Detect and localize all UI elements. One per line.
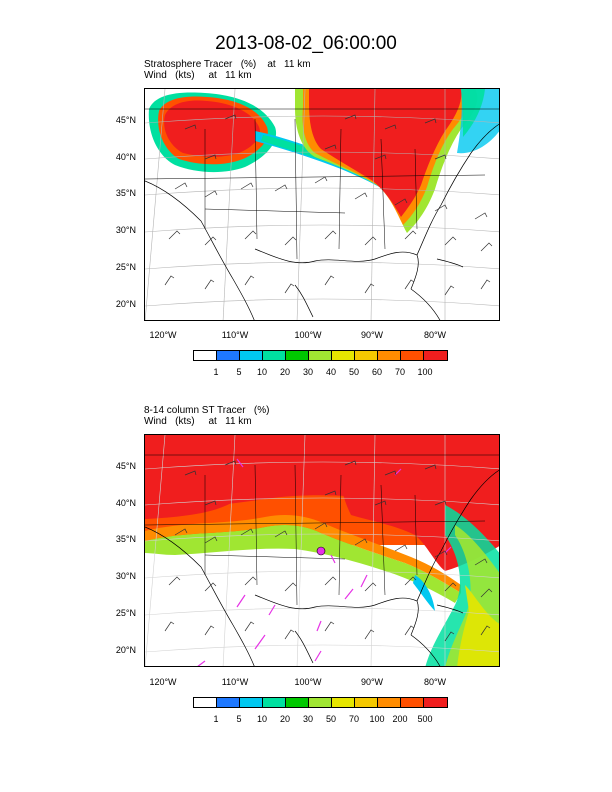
panel1-colorbar (193, 350, 448, 361)
panel2-colorbar-label: 30 (302, 714, 313, 724)
panel1-lat-label: 30°N (115, 225, 136, 235)
panel1-lon-label: 120°W (149, 330, 177, 340)
panel1-lat-label: 35°N (115, 188, 136, 198)
panel2-colorbar-label: 500 (417, 714, 433, 724)
colorbar-box (401, 351, 424, 360)
colorbar-box (378, 698, 401, 707)
panel1-colorbar-label: 100 (417, 367, 433, 377)
panel2-lon-label: 100°W (294, 677, 322, 687)
panel1-lat-label: 20°N (115, 299, 136, 309)
colorbar-box (332, 698, 355, 707)
panel1-colorbar-label: 5 (236, 367, 242, 377)
panel1-title-variable: Stratosphere Tracer (%) at 11 km (144, 59, 311, 70)
borders (145, 454, 499, 606)
panel1-colorbar-label: 60 (371, 367, 382, 377)
colorbar-box (332, 351, 355, 360)
graticule (145, 435, 499, 666)
colorbar-box (194, 698, 217, 707)
colorbar-box (194, 351, 217, 360)
panel1-lon-label: 90°W (360, 330, 384, 340)
panel1-map (144, 88, 500, 321)
colorbar-box (217, 351, 240, 360)
panel2-colorbar-label: 50 (325, 714, 336, 724)
panel1-lon-label: 80°W (423, 330, 447, 340)
panel2-colorbar-label: 100 (369, 714, 385, 724)
panel2-colorbar-label: 200 (392, 714, 408, 724)
panel1-colorbar-label: 10 (256, 367, 267, 377)
panel2-lat-label: 25°N (115, 608, 136, 618)
panel2-lat-label: 20°N (115, 645, 136, 655)
panel2-colorbar (193, 697, 448, 708)
panel1-lon-label: 100°W (294, 330, 322, 340)
colorbar-box (263, 351, 286, 360)
tracer-southeast-yellow (457, 585, 499, 666)
panel1-colorbar-label: 70 (394, 367, 405, 377)
panel2-colorbar-label: 20 (279, 714, 290, 724)
panel1-colorbar-label: 50 (348, 367, 359, 377)
panel2-lat-label: 30°N (115, 571, 136, 581)
panel2-title-variable: 8-14 column ST Tracer (%) (144, 405, 270, 416)
magenta-streaks (197, 458, 452, 666)
colorbar-box (240, 698, 263, 707)
panel1-map-svg (145, 89, 499, 320)
panel2-title-wind: Wind (kts) at 11 km (144, 416, 252, 427)
panel2-lon-label: 120°W (149, 677, 177, 687)
panel2-lat-label: 40°N (115, 498, 136, 508)
panel1-lon-label: 110°W (221, 330, 249, 340)
panel1-title-wind: Wind (kts) at 11 km (144, 70, 252, 81)
tracer-west-red (145, 435, 258, 519)
panel1-lat-label: 25°N (115, 262, 136, 272)
panel2-lat-label: 35°N (115, 534, 136, 544)
panel1-colorbar-label: 1 (213, 367, 219, 377)
tracer-band-orange (145, 515, 461, 593)
colorbar-box (355, 698, 378, 707)
panel1-lat-label: 40°N (115, 152, 136, 162)
colorbar-box (240, 351, 263, 360)
panel1-lat-label: 45°N (115, 115, 136, 125)
coastlines (145, 123, 499, 320)
panel1-colorbar-label: 40 (325, 367, 336, 377)
panel2-map-svg (145, 435, 499, 666)
colorbar-box (309, 698, 332, 707)
tracer-filament-core (261, 135, 389, 187)
panel2-lat-label: 45°N (115, 461, 136, 471)
tracer-northeast-edge-inner (461, 89, 485, 137)
colorbar-box (217, 698, 240, 707)
colorbar-box (309, 351, 332, 360)
panel1-colorbar-label: 30 (302, 367, 313, 377)
colorbar-box (378, 351, 401, 360)
tracer-southeast-cyan (413, 575, 435, 611)
wind-barbs (164, 460, 493, 642)
panel2-lon-label: 90°W (360, 677, 384, 687)
panel1-colorbar-label: 20 (279, 367, 290, 377)
panel2-map (144, 434, 500, 667)
colorbar-box (286, 351, 309, 360)
colorbar-box (263, 698, 286, 707)
borders (145, 108, 499, 260)
wind-barbs (164, 114, 493, 296)
colorbar-box (424, 698, 447, 707)
panel2-colorbar-label: 1 (213, 714, 219, 724)
colorbar-box (401, 698, 424, 707)
tracer-band-green (145, 525, 461, 603)
panel2-lon-label: 110°W (221, 677, 249, 687)
panel2-colorbar-label: 5 (236, 714, 242, 724)
colorbar-box (424, 351, 447, 360)
panel2-colorbar-label: 10 (256, 714, 267, 724)
panel2-lon-label: 80°W (423, 677, 447, 687)
panel2-colorbar-label: 70 (348, 714, 359, 724)
colorbar-box (355, 351, 378, 360)
tracer-west-core (164, 100, 260, 157)
page-title: 2013-08-02_06:00:00 (215, 33, 397, 54)
coastlines (145, 469, 499, 666)
colorbar-box (286, 698, 309, 707)
